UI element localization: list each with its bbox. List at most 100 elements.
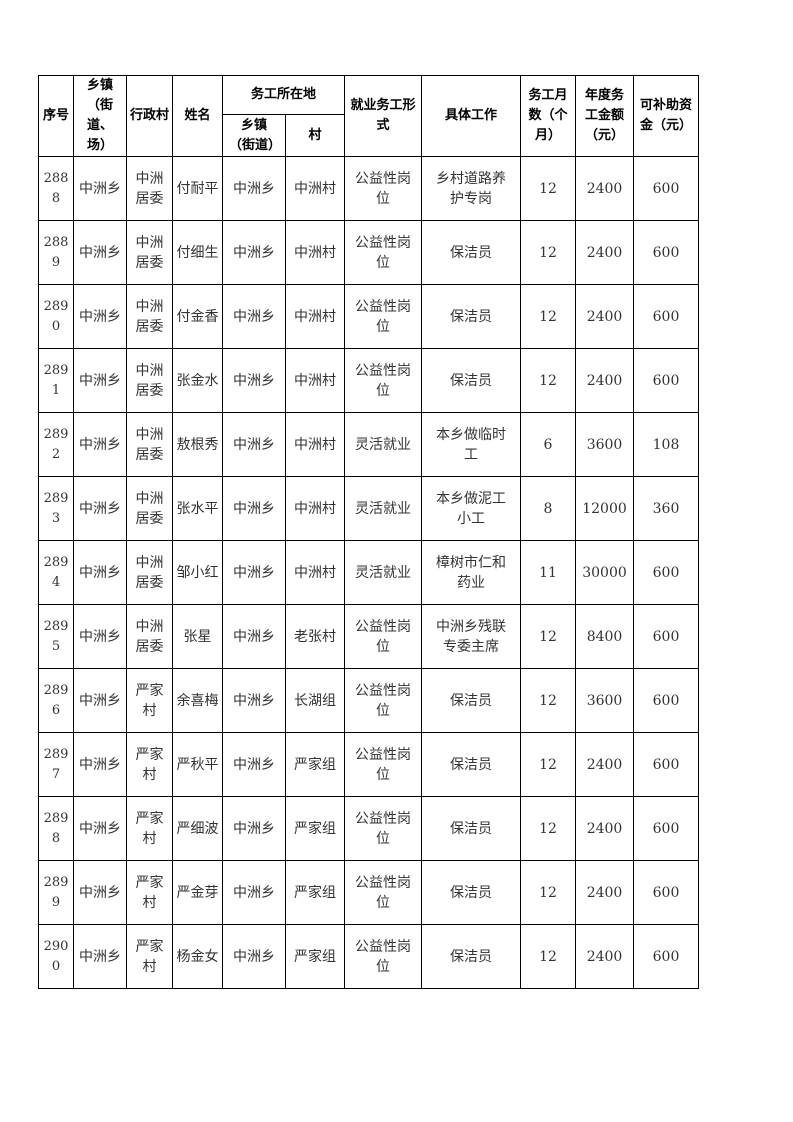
cell-subsidy: 600 — [633, 732, 700, 797]
cell-work-village: 中洲村 — [284, 540, 346, 605]
cell-work-town: 中洲乡 — [222, 348, 286, 413]
cell-annual-amount: 2400 — [575, 348, 635, 413]
header-months: 务工月数（个月） — [520, 75, 577, 157]
cell-months: 11 — [520, 540, 577, 605]
cell-specific-job: 保洁员 — [421, 860, 522, 925]
cell-work-town: 中洲乡 — [222, 732, 286, 797]
cell-specific-job: 乡村道路养护专岗 — [421, 156, 522, 221]
cell-name: 张金水 — [172, 348, 223, 413]
cell-subsidy: 600 — [633, 284, 700, 349]
cell-annual-amount: 30000 — [575, 540, 635, 605]
cell-town: 中洲乡 — [73, 604, 127, 669]
cell-subsidy: 600 — [633, 924, 700, 989]
cell-annual-amount: 2400 — [575, 220, 635, 285]
cell-seq: 2888 — [38, 156, 74, 221]
cell-employment-form: 公益性岗位 — [344, 220, 423, 285]
cell-name: 敖根秀 — [172, 412, 223, 477]
cell-specific-job: 保洁员 — [421, 220, 522, 285]
cell-town: 中洲乡 — [73, 732, 127, 797]
cell-work-town: 中洲乡 — [222, 924, 286, 989]
table-body: 2888 中洲乡 中洲居委 付耐平 中洲乡 中洲村 公益性岗位 乡村道路养护专岗 12 2400 6… — [38, 156, 700, 989]
cell-town: 中洲乡 — [73, 540, 127, 605]
cell-months: 12 — [520, 924, 577, 989]
cell-town: 中洲乡 — [73, 668, 127, 733]
table-header: 序号 乡镇（街道、场） 行政村 姓名 务工所在地 就业务工形式 具体工作 务工月… — [38, 74, 700, 157]
cell-employment-form: 公益性岗位 — [344, 860, 423, 925]
cell-work-village: 长湖组 — [284, 668, 346, 733]
cell-annual-amount: 2400 — [575, 860, 635, 925]
header-seq: 序号 — [38, 75, 74, 157]
cell-work-village: 中洲村 — [284, 284, 346, 349]
header-annual-amount: 年度务工金额（元） — [575, 75, 635, 157]
cell-town: 中洲乡 — [73, 924, 127, 989]
cell-months: 12 — [520, 156, 577, 221]
cell-specific-job: 保洁员 — [421, 924, 522, 989]
cell-work-town: 中洲乡 — [222, 540, 286, 605]
cell-months: 12 — [520, 668, 577, 733]
cell-town: 中洲乡 — [73, 348, 127, 413]
cell-specific-job: 保洁员 — [421, 348, 522, 413]
table-row: 2888 中洲乡 中洲居委 付耐平 中洲乡 中洲村 公益性岗位 乡村道路养护专岗 12 2400 6… — [38, 156, 700, 221]
table-row: 2897 中洲乡 严家村 严秋平 中洲乡 严家组 公益性岗位 保洁员 12 2400 600 — [38, 732, 700, 797]
cell-employment-form: 公益性岗位 — [344, 348, 423, 413]
cell-work-town: 中洲乡 — [222, 668, 286, 733]
cell-town: 中洲乡 — [73, 412, 127, 477]
cell-subsidy: 600 — [633, 860, 700, 925]
cell-months: 12 — [520, 860, 577, 925]
cell-specific-job: 本乡做临时工 — [421, 412, 522, 477]
cell-work-town: 中洲乡 — [222, 796, 286, 861]
cell-months: 12 — [520, 220, 577, 285]
cell-seq: 2889 — [38, 220, 74, 285]
cell-annual-amount: 3600 — [575, 412, 635, 477]
cell-town: 中洲乡 — [73, 476, 127, 541]
cell-subsidy: 600 — [633, 668, 700, 733]
cell-seq: 2895 — [38, 604, 74, 669]
cell-seq: 2894 — [38, 540, 74, 605]
cell-name: 邹小红 — [172, 540, 223, 605]
table-row: 2898 中洲乡 严家村 严细波 中洲乡 严家组 公益性岗位 保洁员 12 2400 600 — [38, 796, 700, 861]
header-town: 乡镇（街道、场） — [73, 75, 127, 157]
cell-work-village: 中洲村 — [284, 476, 346, 541]
cell-seq: 2891 — [38, 348, 74, 413]
cell-work-village: 中洲村 — [284, 156, 346, 221]
cell-specific-job: 保洁员 — [421, 796, 522, 861]
header-work-village: 村 — [284, 114, 346, 157]
subsidy-table: 序号 乡镇（街道、场） 行政村 姓名 务工所在地 就业务工形式 具体工作 务工月… — [38, 74, 700, 989]
cell-annual-amount: 2400 — [575, 732, 635, 797]
table-row: 2893 中洲乡 中洲居委 张水平 中洲乡 中洲村 灵活就业 本乡做泥工小工 8 12000 360 — [38, 476, 700, 541]
cell-specific-job: 本乡做泥工小工 — [421, 476, 522, 541]
cell-name: 张星 — [172, 604, 223, 669]
cell-admin-village: 严家村 — [126, 732, 173, 797]
cell-town: 中洲乡 — [73, 860, 127, 925]
cell-name: 付金香 — [172, 284, 223, 349]
cell-admin-village: 严家村 — [126, 796, 173, 861]
cell-employment-form: 公益性岗位 — [344, 668, 423, 733]
cell-specific-job: 中洲乡残联专委主席 — [421, 604, 522, 669]
cell-subsidy: 600 — [633, 796, 700, 861]
cell-specific-job: 樟树市仁和药业 — [421, 540, 522, 605]
cell-specific-job: 保洁员 — [421, 668, 522, 733]
table-row: 2899 中洲乡 严家村 严金芽 中洲乡 严家组 公益性岗位 保洁员 12 2400 600 — [38, 860, 700, 925]
cell-annual-amount: 2400 — [575, 796, 635, 861]
cell-employment-form: 公益性岗位 — [344, 604, 423, 669]
cell-town: 中洲乡 — [73, 796, 127, 861]
cell-specific-job: 保洁员 — [421, 732, 522, 797]
cell-work-town: 中洲乡 — [222, 476, 286, 541]
cell-annual-amount: 8400 — [575, 604, 635, 669]
cell-employment-form: 公益性岗位 — [344, 732, 423, 797]
cell-town: 中洲乡 — [73, 284, 127, 349]
cell-town: 中洲乡 — [73, 156, 127, 221]
table-row: 2891 中洲乡 中洲居委 张金水 中洲乡 中洲村 公益性岗位 保洁员 12 2400 600 — [38, 348, 700, 413]
cell-admin-village: 中洲居委 — [126, 604, 173, 669]
cell-admin-village: 严家村 — [126, 860, 173, 925]
header-name: 姓名 — [172, 75, 223, 157]
header-subsidy: 可补助资金（元） — [633, 75, 700, 157]
cell-admin-village: 中洲居委 — [126, 348, 173, 413]
cell-employment-form: 公益性岗位 — [344, 796, 423, 861]
table-row: 2890 中洲乡 中洲居委 付金香 中洲乡 中洲村 公益性岗位 保洁员 12 2400 600 — [38, 284, 700, 349]
cell-employment-form: 公益性岗位 — [344, 284, 423, 349]
cell-name: 严金芽 — [172, 860, 223, 925]
cell-admin-village: 中洲居委 — [126, 412, 173, 477]
cell-months: 12 — [520, 348, 577, 413]
cell-work-village: 老张村 — [284, 604, 346, 669]
